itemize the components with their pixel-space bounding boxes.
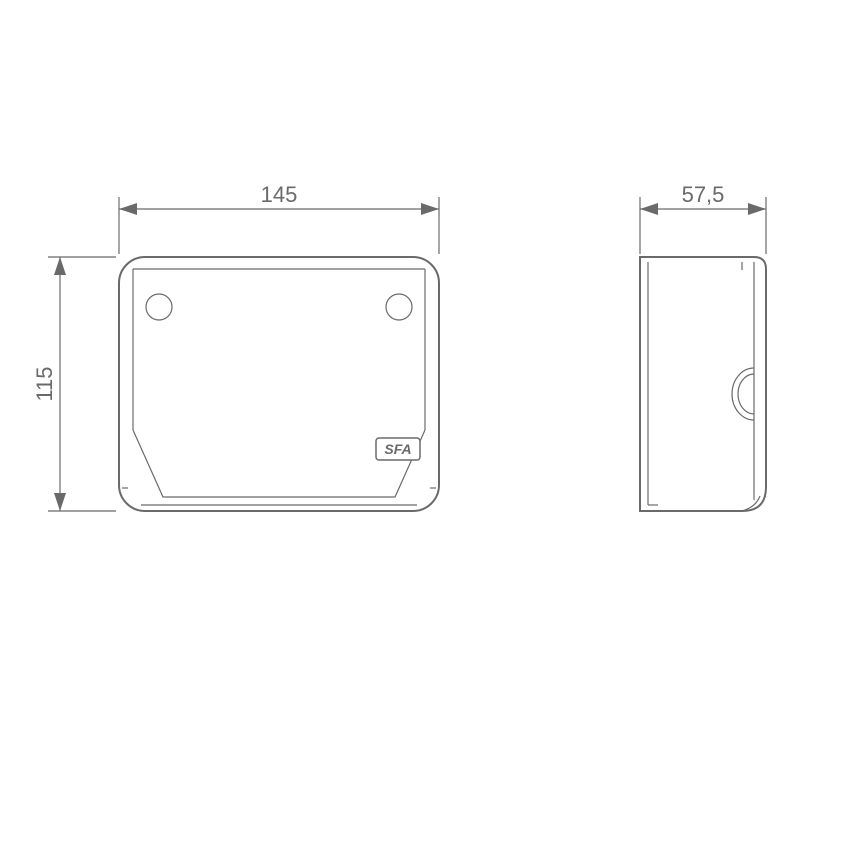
dim-front-height: 115 — [32, 257, 116, 511]
side-outer-outline — [640, 257, 766, 511]
dim-arrow — [421, 203, 439, 215]
front-outer-outline — [119, 257, 439, 511]
front-mount-hole-left — [146, 294, 172, 320]
side-half-moon — [732, 368, 754, 420]
front-mount-hole-right — [386, 294, 412, 320]
dim-arrow — [748, 203, 766, 215]
dim-arrow — [54, 493, 66, 511]
dim-arrow — [640, 203, 658, 215]
side-view — [640, 257, 766, 511]
dim-front-width-label: 145 — [261, 182, 298, 207]
sfa-logo-text: SFA — [384, 441, 411, 457]
dim-side-depth-label: 57,5 — [682, 182, 725, 207]
sfa-logo: SFA — [376, 438, 420, 460]
dim-front-width: 145 — [119, 182, 439, 254]
dim-front-height-label: 115 — [32, 366, 57, 401]
side-half-moon-inner — [738, 374, 754, 414]
front-view: SFA — [119, 257, 439, 511]
dim-arrow — [119, 203, 137, 215]
dim-side-depth: 57,5 — [640, 182, 766, 254]
dim-arrow — [54, 257, 66, 275]
side-bottom-curve — [742, 496, 760, 511]
